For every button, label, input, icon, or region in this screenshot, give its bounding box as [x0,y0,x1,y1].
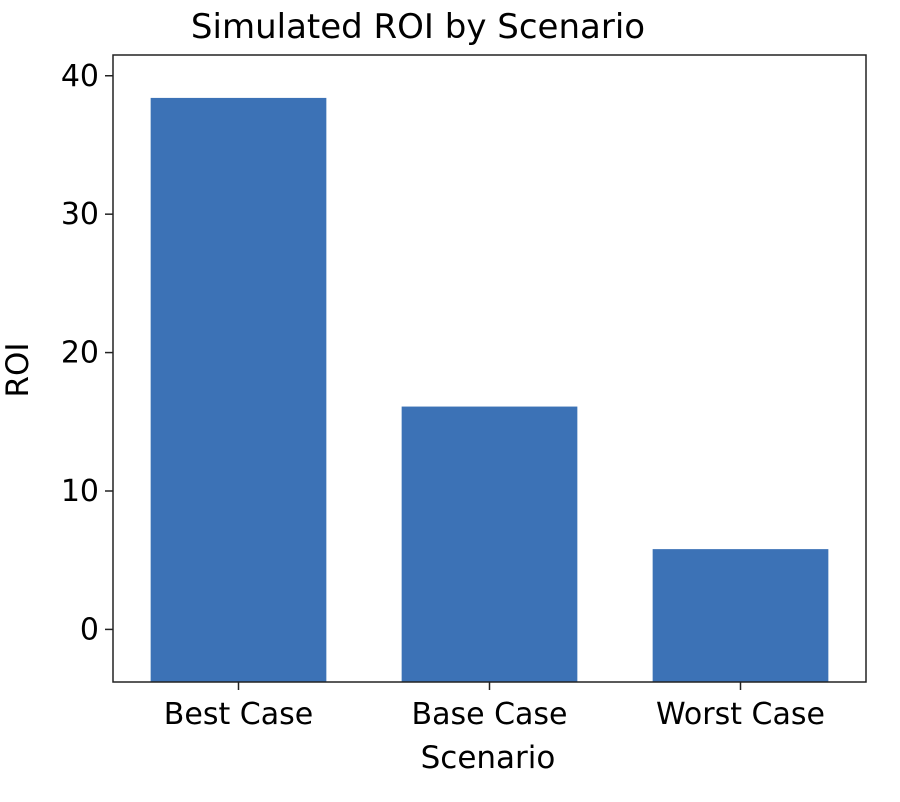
plot-frame [112,54,867,683]
y-tick-label: 20 [61,336,99,371]
y-axis-ticks: 0 10 20 30 40 [61,59,113,647]
x-axis-label: Scenario [421,740,556,776]
x-tick-label: Best Case [164,697,313,732]
bar-best-case [150,97,327,682]
bars [150,97,829,682]
y-tick-label: 10 [61,474,99,509]
y-tick-label: 40 [61,59,99,94]
bar-worst-case [652,549,829,682]
y-tick-label: 30 [61,197,99,232]
y-axis-label: ROI [0,342,36,397]
x-tick-label: Worst Case [656,697,825,732]
chart-title: Simulated ROI by Scenario [191,7,645,47]
y-tick-label: 0 [80,612,99,647]
x-tick-label: Base Case [411,697,567,732]
bar-base-case [401,406,578,682]
x-axis-ticks: Best Case Base Case Worst Case [164,682,825,732]
